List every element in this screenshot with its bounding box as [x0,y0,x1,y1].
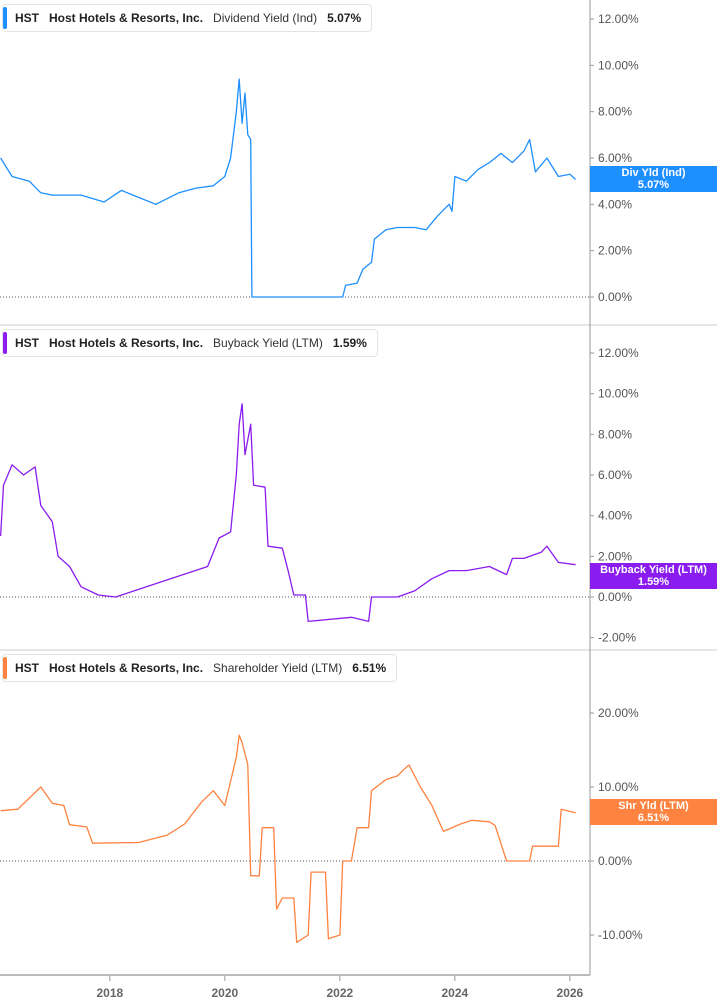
badge-value: 6.51% [637,812,670,824]
x-tick-label: 2026 [557,986,584,1000]
legend-dividend-yield: HST Host Hotels & Resorts, Inc. Dividend… [2,4,373,32]
legend-metric: Buyback Yield (LTM) [213,336,323,350]
y-tick-label: 0.00% [598,854,632,868]
last-value-badge-buyback: Buyback Yield (LTM) 1.59% [590,563,717,589]
series-color-marker [3,657,7,679]
series-color-marker [3,332,7,354]
x-tick-label: 2024 [442,986,469,1000]
legend-company: Host Hotels & Resorts, Inc. [49,11,204,25]
legend-metric: Shareholder Yield (LTM) [213,661,343,675]
legend-value: 1.59% [332,336,367,350]
y-tick-label: 20.00% [598,706,639,720]
legend-company: Host Hotels & Resorts, Inc. [49,336,204,350]
legend-value: 6.51% [352,661,387,675]
badge-value: 5.07% [637,179,670,191]
legend-shareholder-yield: HST Host Hotels & Resorts, Inc. Sharehol… [2,654,398,682]
y-tick-label: 6.00% [598,468,632,482]
badge-label: Buyback Yield (LTM) [600,564,707,576]
x-tick-label: 2022 [327,986,354,1000]
y-tick-label: 0.00% [598,290,632,304]
y-tick-label: 10.00% [598,780,639,794]
y-tick-label: 10.00% [598,58,639,72]
legend-value: 5.07% [327,11,362,25]
y-tick-label: 4.00% [598,197,632,211]
last-value-badge-dividend: Div Yld (Ind) 5.07% [590,166,717,192]
y-tick-label: 8.00% [598,105,632,119]
legend-metric: Dividend Yield (Ind) [213,11,318,25]
y-tick-label: 12.00% [598,12,639,26]
series-line-shareholder-yield-ltm- [0,734,576,944]
legend-company: Host Hotels & Resorts, Inc. [49,661,204,675]
badge-label: Shr Yld (LTM) [618,800,689,812]
x-tick-label: 2018 [96,986,123,1000]
badge-value: 1.59% [637,576,670,588]
y-tick-label: 0.00% [598,590,632,604]
last-value-badge-shareholder: Shr Yld (LTM) 6.51% [590,799,717,825]
x-tick-label: 2020 [211,986,238,1000]
y-tick-label: 6.00% [598,151,632,165]
badge-label: Div Yld (Ind) [621,167,686,179]
y-tick-label: -2.00% [598,631,636,645]
y-tick-label: 4.00% [598,509,632,523]
y-tick-label: 2.00% [598,244,632,258]
series-line-buyback-yield-ltm- [0,403,576,623]
series-line-dividend-yield-ind- [0,78,577,298]
series-color-marker [3,7,7,29]
legend-ticker: HST [15,11,39,25]
y-tick-label: -10.00% [598,928,643,942]
legend-buyback-yield: HST Host Hotels & Resorts, Inc. Buyback … [2,329,378,357]
y-tick-label: 12.00% [598,346,639,360]
legend-ticker: HST [15,661,39,675]
y-tick-label: 10.00% [598,387,639,401]
y-tick-label: 2.00% [598,549,632,563]
y-tick-label: 8.00% [598,427,632,441]
legend-ticker: HST [15,336,39,350]
